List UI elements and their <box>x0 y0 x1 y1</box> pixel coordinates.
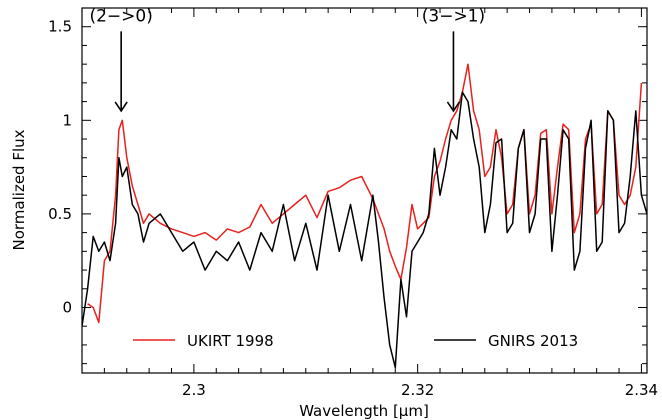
series-layer <box>82 63 647 369</box>
legend: UKIRT 1998 GNIRS 2013 <box>133 332 578 350</box>
x-axis-label: Wavelength [μm] <box>299 402 429 420</box>
y-tick-label: 0.5 <box>48 205 72 223</box>
legend-label-ukirt: UKIRT 1998 <box>187 332 274 350</box>
annotation-arrow-head <box>114 101 128 113</box>
band-annotation: (2−>0) <box>89 6 152 26</box>
axis-ticks <box>81 7 647 373</box>
x-tick-label: 2.34 <box>625 381 658 399</box>
series-line-gnirs <box>82 91 647 369</box>
band-annotation: (3−>1) <box>422 6 485 26</box>
y-tick-label: 0 <box>62 298 72 316</box>
annotation-arrow-head <box>446 101 461 113</box>
y-axis-label: Normalized Flux <box>10 129 28 250</box>
annotations: (2−>0) (3−>1) <box>89 6 485 113</box>
legend-label-gnirs: GNIRS 2013 <box>488 332 578 350</box>
axis-tick-labels: 2.3 2.32 2.34 0 0.5 1 1.5 <box>48 18 658 399</box>
x-tick-label: 2.32 <box>401 381 434 399</box>
plot-frame <box>81 7 648 374</box>
x-tick-label: 2.3 <box>182 381 206 399</box>
y-tick-label: 1.5 <box>48 18 72 36</box>
y-tick-label: 1 <box>62 111 72 129</box>
series-line-ukirt <box>87 63 643 324</box>
